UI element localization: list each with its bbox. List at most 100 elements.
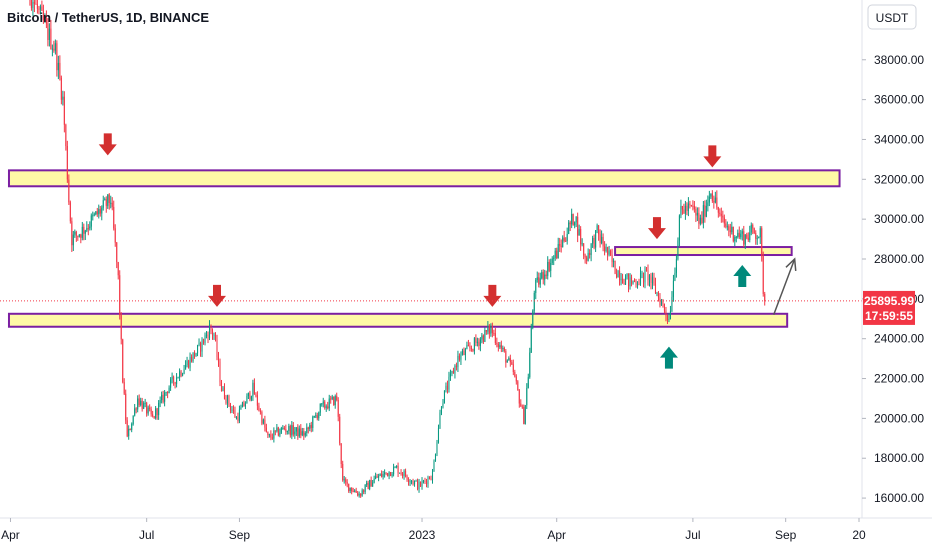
candle [672, 274, 674, 302]
candle [411, 479, 413, 485]
candle [297, 424, 299, 440]
candle [506, 359, 508, 363]
currency-button[interactable]: USDT [867, 4, 917, 30]
candle [740, 229, 742, 240]
candle [720, 207, 722, 223]
sell-arrow-icon[interactable] [483, 284, 502, 307]
candle [182, 372, 184, 377]
candle [461, 348, 463, 356]
candle [90, 213, 92, 231]
candle [41, 0, 43, 11]
candle [701, 211, 703, 225]
candle [238, 405, 240, 424]
candle [620, 273, 622, 286]
candle [262, 418, 264, 425]
candle-body [158, 402, 160, 416]
candle-body [161, 394, 163, 401]
candle [137, 395, 139, 413]
candle [229, 402, 232, 414]
sell-arrow-icon[interactable] [703, 145, 722, 168]
candle [246, 393, 248, 404]
candle [117, 261, 119, 280]
candle [415, 479, 417, 482]
candle [301, 427, 303, 437]
time-axis[interactable]: Apr Jul Sep 2023 Apr Jul Sep 20 [1, 518, 866, 542]
candle [743, 225, 745, 248]
candle-body [237, 417, 239, 421]
candle-body [265, 427, 267, 432]
price-axis[interactable]: 16000.00 18000.00 20000.00 22000.00 24000.00… [862, 53, 924, 505]
candle-body [188, 360, 190, 368]
candle-body [750, 224, 752, 233]
candle [722, 210, 724, 223]
x-tick-label: Sep [229, 528, 251, 542]
candle-body [128, 429, 130, 437]
buy-arrow-icon[interactable] [733, 264, 752, 287]
candle [93, 212, 95, 217]
candle [439, 409, 441, 429]
candle-body [399, 472, 401, 474]
candle [595, 230, 597, 252]
candle [256, 391, 258, 411]
candle-body [580, 228, 582, 245]
candle [304, 431, 306, 438]
candle [443, 390, 446, 404]
candle-body [289, 426, 291, 436]
candle [713, 195, 715, 209]
candle [704, 200, 706, 223]
candle-body [419, 482, 422, 487]
candle-body [747, 237, 749, 241]
candle [128, 425, 130, 440]
candle-body [168, 387, 170, 394]
candle-body [222, 387, 224, 391]
sell-arrow-icon[interactable] [207, 284, 226, 307]
zone-rectangle[interactable] [614, 246, 793, 257]
candle-body [545, 274, 547, 276]
candle [126, 417, 128, 438]
candle [274, 430, 276, 436]
candle-body [185, 365, 187, 370]
candle [104, 197, 106, 201]
candle [756, 235, 758, 245]
currency-button-frame [867, 4, 917, 30]
candle-body [476, 341, 478, 343]
candle [532, 309, 534, 330]
candle [343, 475, 345, 484]
candle-body [170, 379, 172, 388]
candle [307, 426, 309, 434]
candle [663, 303, 665, 314]
candle [475, 334, 477, 347]
candle-body [325, 406, 327, 408]
candle-body [607, 246, 609, 255]
candle [734, 235, 736, 247]
sell-arrow-icon[interactable] [647, 217, 666, 240]
candle-body [562, 237, 564, 247]
candle-body [431, 471, 434, 480]
zone-rectangle[interactable] [7, 169, 841, 188]
candle-body [72, 234, 74, 246]
candle [75, 230, 77, 242]
sell-arrow-icon[interactable] [98, 133, 117, 156]
candle [110, 195, 112, 209]
candle-body [183, 369, 185, 374]
candle-body [357, 492, 359, 496]
candle [681, 205, 683, 215]
candle-body [472, 348, 474, 351]
candle [294, 426, 296, 439]
candle-body [565, 240, 567, 242]
candle [695, 206, 697, 223]
candle-body [704, 205, 706, 217]
buy-arrow-icon[interactable] [659, 346, 678, 369]
candle [247, 392, 249, 400]
candle [298, 425, 300, 438]
candle [313, 415, 315, 419]
candle-body [201, 339, 203, 352]
candle [571, 208, 573, 229]
candle-body [207, 334, 209, 338]
projection-arrow-icon[interactable] [773, 257, 797, 316]
zone-rectangle[interactable] [7, 312, 789, 328]
candle-body [613, 260, 615, 263]
